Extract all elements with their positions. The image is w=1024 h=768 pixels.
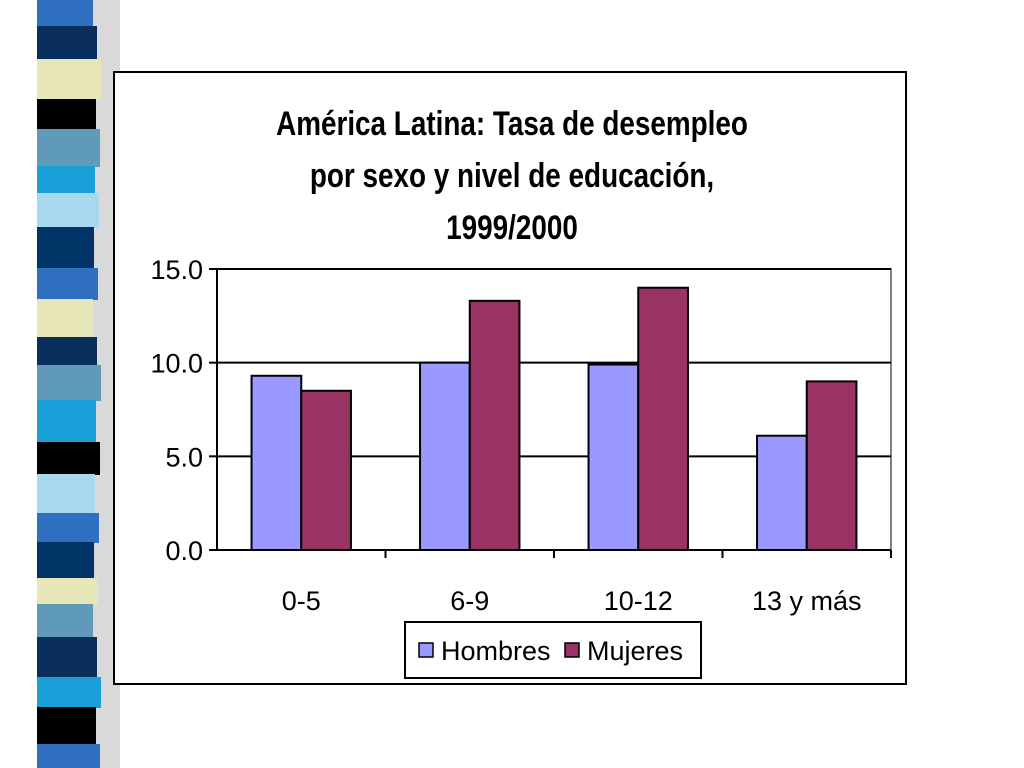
stripe-block (37, 337, 97, 366)
bar-hombres (419, 361, 471, 551)
y-tick-label: 0.0 (165, 536, 203, 566)
bar-hombres (250, 374, 303, 551)
stripe-block (37, 513, 99, 543)
bar-mujeres (300, 389, 352, 551)
decorative-stripe (37, 0, 120, 768)
bar-hombres (756, 434, 808, 551)
bar-mujeres (468, 299, 521, 551)
stripe-block (37, 129, 100, 167)
legend-label-hombres: Hombres (441, 636, 551, 666)
stripe-block (37, 744, 100, 768)
chart-title: América Latina: Tasa de desempleo por sex… (276, 104, 748, 246)
legend: Hombres Mujeres (404, 621, 702, 679)
chart-frame: América Latina: Tasa de desempleo por sex… (113, 71, 907, 685)
stripe-block (37, 677, 101, 708)
stripe-block (37, 442, 100, 475)
stripe-block (37, 299, 93, 338)
x-tick-label: 13 y más (752, 586, 862, 616)
stripe-block (37, 637, 97, 678)
stripe-block (37, 227, 94, 269)
stripe-block (37, 166, 95, 194)
x-tick-label: 10-12 (604, 586, 673, 616)
stripe-block (37, 578, 98, 605)
bar-mujeres (805, 380, 858, 551)
x-tick-label: 6-9 (450, 586, 489, 616)
chart-title-line: 1999/2000 (446, 208, 578, 246)
stripe-block (37, 0, 93, 27)
stripe-block (37, 365, 101, 401)
stripe-block (37, 707, 96, 745)
y-tick-label: 10.0 (150, 349, 203, 379)
stripe-block (37, 400, 96, 443)
stripe-block (37, 26, 97, 60)
bar-mujeres (637, 286, 689, 551)
legend-swatch-hombres (418, 642, 434, 658)
stripe-block (37, 99, 96, 130)
stripe-block (37, 474, 95, 514)
stripe-block (37, 604, 93, 638)
x-tick-label: 0-5 (282, 586, 321, 616)
legend-label-mujeres: Mujeres (587, 636, 683, 666)
stripe-block (37, 542, 94, 579)
chart-title-line: por sexo y nivel de educación, (310, 156, 714, 194)
legend-swatch-mujeres (564, 642, 580, 658)
bar-hombres (587, 363, 640, 552)
y-tick-label: 5.0 (165, 442, 203, 472)
legend-box (404, 621, 702, 679)
stripe-block (37, 193, 99, 228)
stripe-block (37, 59, 101, 100)
y-tick-label: 15.0 (150, 255, 203, 285)
chart-title-line: América Latina: Tasa de desempleo (276, 104, 748, 142)
stripe-block (37, 268, 98, 300)
unemployment-chart: América Latina: Tasa de desempleo por sex… (150, 104, 892, 679)
